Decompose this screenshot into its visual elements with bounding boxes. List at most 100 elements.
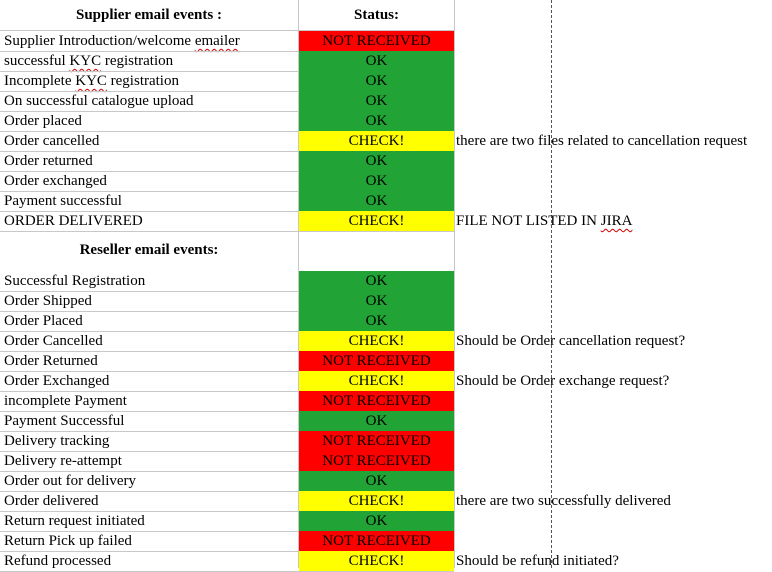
- row-divider: [0, 431, 454, 432]
- event-cell[interactable]: Supplier Introduction/welcome emailer: [4, 33, 240, 49]
- status-cell[interactable]: CHECK!: [299, 491, 454, 511]
- status-cell[interactable]: OK: [299, 71, 454, 91]
- event-cell[interactable]: Order exchanged: [4, 173, 107, 189]
- event-cell[interactable]: Delivery re-attempt: [4, 453, 122, 469]
- row-divider: [0, 71, 454, 72]
- table-row: successful KYC registration OK: [0, 51, 772, 71]
- status-cell[interactable]: OK: [299, 471, 454, 491]
- event-cell[interactable]: Return Pick up failed: [4, 533, 132, 549]
- status-header[interactable]: Status:: [353, 7, 399, 23]
- event-cell[interactable]: Order placed: [4, 113, 82, 129]
- table-row: Return request initiated OK: [0, 511, 772, 531]
- event-cell[interactable]: Delivery tracking: [4, 433, 110, 449]
- event-cell[interactable]: Order out for delivery: [4, 473, 137, 489]
- note-cell[interactable]: FILE NOT LISTED IN JIRA: [456, 213, 633, 229]
- row-divider: [0, 451, 454, 452]
- status-cell[interactable]: NOT RECEIVED: [299, 391, 454, 411]
- status-cell[interactable]: NOT RECEIVED: [299, 351, 454, 371]
- event-cell[interactable]: Order Returned: [4, 353, 98, 369]
- row-divider: [0, 511, 454, 512]
- row-divider: [0, 311, 454, 312]
- status-cell[interactable]: OK: [299, 171, 454, 191]
- status-cell[interactable]: OK: [299, 191, 454, 211]
- row-divider: [0, 411, 454, 412]
- row-divider: [0, 491, 454, 492]
- event-cell[interactable]: Refund processed: [4, 553, 112, 569]
- status-cell[interactable]: CHECK!: [299, 371, 454, 391]
- table-row: Order cancelled CHECK! there are two files…: [0, 131, 772, 151]
- status-cell[interactable]: OK: [299, 411, 454, 431]
- note-cell[interactable]: Should be refund initiated?: [456, 553, 619, 569]
- row-divider: [0, 351, 454, 352]
- column-divider: [298, 0, 299, 568]
- row-divider: [0, 111, 454, 112]
- row-divider: [0, 531, 454, 532]
- table-row: Order out for delivery OK: [0, 471, 772, 491]
- table-row: Refund processed CHECK! Should be refund i…: [0, 551, 772, 571]
- status-cell[interactable]: NOT RECEIVED: [299, 531, 454, 551]
- event-cell[interactable]: Order Placed: [4, 313, 83, 329]
- note-cell[interactable]: there are two files related to cancellat…: [456, 133, 748, 149]
- status-cell[interactable]: NOT RECEIVED: [299, 31, 454, 51]
- status-cell[interactable]: CHECK!: [299, 131, 454, 151]
- table-row: Delivery re-attempt NOT RECEIVED: [0, 451, 772, 471]
- event-cell[interactable]: successful KYC registration: [4, 53, 174, 69]
- row-divider: [0, 211, 454, 212]
- row-divider: [0, 151, 454, 152]
- event-cell[interactable]: Order cancelled: [4, 133, 100, 149]
- table-row: Incomplete KYC registration OK: [0, 71, 772, 91]
- supplier-events-header[interactable]: Supplier email events :: [76, 7, 222, 23]
- row-divider: [0, 91, 454, 92]
- event-cell[interactable]: incomplete Payment: [4, 393, 127, 409]
- row-divider: [0, 51, 454, 52]
- event-cell[interactable]: Order returned: [4, 153, 93, 169]
- row-divider: [0, 371, 454, 372]
- status-cell[interactable]: OK: [299, 271, 454, 291]
- row-divider: [0, 471, 454, 472]
- event-cell[interactable]: Order Exchanged: [4, 373, 110, 389]
- row-divider: [0, 231, 454, 232]
- event-cell[interactable]: On successful catalogue upload: [4, 93, 194, 109]
- status-cell[interactable]: OK: [299, 151, 454, 171]
- event-cell[interactable]: Incomplete KYC registration: [4, 73, 179, 89]
- status-cell[interactable]: NOT RECEIVED: [299, 431, 454, 451]
- status-cell[interactable]: CHECK!: [299, 551, 454, 571]
- row-divider: [0, 391, 454, 392]
- event-cell[interactable]: Order delivered: [4, 493, 99, 509]
- status-cell[interactable]: OK: [299, 511, 454, 531]
- reseller-events-header[interactable]: Reseller email events:: [79, 242, 219, 258]
- table-row: Order Exchanged CHECK! Should be Order exc…: [0, 371, 772, 391]
- table-row: Order Shipped OK: [0, 291, 772, 311]
- table-row: ORDER DELIVERED CHECK! FILE NOT LISTED IN …: [0, 211, 772, 231]
- row-divider: [0, 131, 454, 132]
- table-row: incomplete Payment NOT RECEIVED: [0, 391, 772, 411]
- event-cell[interactable]: Payment successful: [4, 193, 122, 209]
- note-cell[interactable]: Should be Order cancellation request?: [456, 333, 686, 349]
- table-row: Delivery tracking NOT RECEIVED: [0, 431, 772, 451]
- table-row: Return Pick up failed NOT RECEIVED: [0, 531, 772, 551]
- event-cell[interactable]: ORDER DELIVERED: [4, 213, 143, 229]
- status-cell[interactable]: OK: [299, 111, 454, 131]
- status-cell[interactable]: CHECK!: [299, 211, 454, 231]
- row-divider: [0, 331, 454, 332]
- event-cell[interactable]: Order Cancelled: [4, 333, 103, 349]
- status-cell[interactable]: CHECK!: [299, 331, 454, 351]
- status-cell[interactable]: OK: [299, 311, 454, 331]
- status-cell[interactable]: OK: [299, 91, 454, 111]
- note-cell[interactable]: Should be Order exchange request?: [456, 373, 670, 389]
- status-cell[interactable]: NOT RECEIVED: [299, 451, 454, 471]
- status-cell[interactable]: OK: [299, 291, 454, 311]
- page-break-line: [551, 0, 552, 568]
- status-cell[interactable]: OK: [299, 51, 454, 71]
- table-row: On successful catalogue upload OK: [0, 91, 772, 111]
- row-divider: [0, 291, 454, 292]
- event-cell[interactable]: Successful Registration: [4, 273, 146, 289]
- note-cell[interactable]: there are two successfully delivered: [456, 493, 671, 509]
- event-cell[interactable]: Payment Successful: [4, 413, 125, 429]
- event-cell[interactable]: Order Shipped: [4, 293, 92, 309]
- row-divider: [0, 30, 454, 31]
- table-row: Payment successful OK: [0, 191, 772, 211]
- event-cell[interactable]: Return request initiated: [4, 513, 145, 529]
- table-row: Order delivered CHECK! there are two succe…: [0, 491, 772, 511]
